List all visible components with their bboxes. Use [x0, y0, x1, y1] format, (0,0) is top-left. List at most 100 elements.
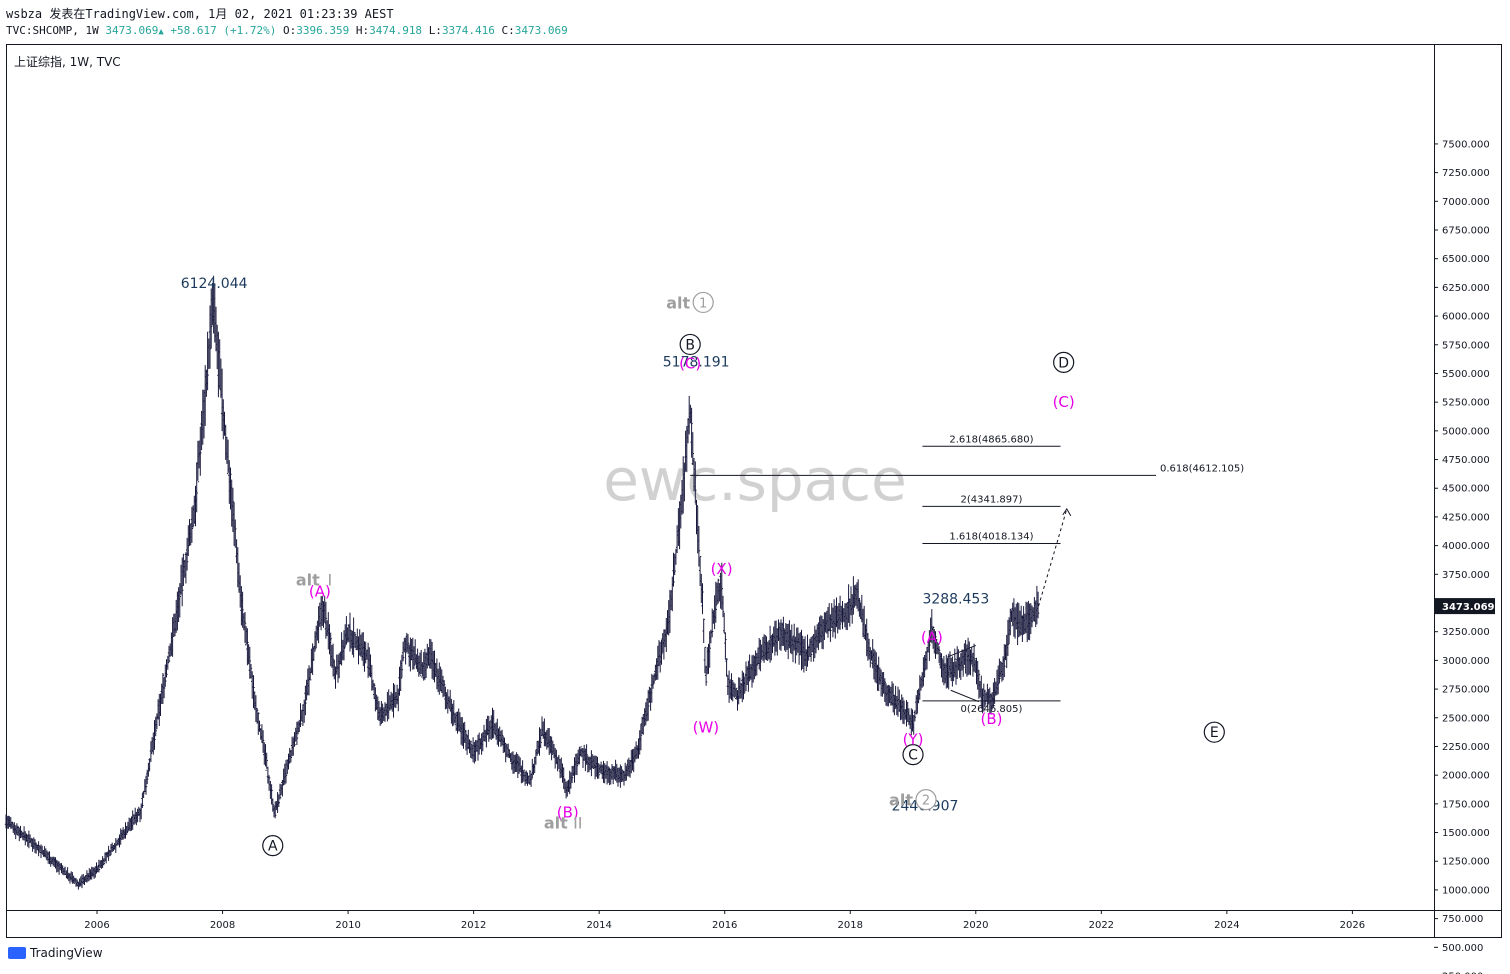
- up-arrow-icon: ▲: [158, 27, 164, 37]
- x-tick-label: 2024: [1214, 920, 1239, 931]
- y-tick-label: 3750.000: [1442, 570, 1490, 581]
- ticker-label: TVC:SHCOMP, 1W: [6, 24, 99, 37]
- low-value: 3374.416: [441, 24, 495, 37]
- wave-label: (Y): [903, 731, 924, 749]
- y-tick-label: 5000.000: [1442, 426, 1490, 437]
- fib-label: 1.618(4018.134): [949, 532, 1033, 543]
- alt-label-suffix: 2: [922, 794, 930, 809]
- y-axis: 7500.000 7250.000 7000.000 6750.000 6500.000…: [1434, 139, 1490, 974]
- y-tick-label: 5750.000: [1442, 340, 1490, 351]
- open-value: 3396.359: [296, 24, 350, 37]
- symbol-label: 上证综指, 1W, TVC: [14, 55, 121, 69]
- close-label: C:: [501, 24, 515, 37]
- wave-circle: [679, 333, 701, 356]
- wave-label: (B): [557, 803, 579, 821]
- y-tick-label: 7250.000: [1442, 168, 1490, 179]
- y-tick-label: 1250.000: [1442, 857, 1490, 868]
- alt-label-suffix: 1: [699, 296, 707, 311]
- price-label: 3288.453: [922, 591, 989, 607]
- open-label: O:: [282, 24, 297, 37]
- y-tick-label: 7500.000: [1442, 139, 1490, 150]
- x-tick-label: 2026: [1340, 920, 1365, 931]
- tradingview-brand: TradingView: [30, 946, 103, 960]
- alt-circle: [692, 291, 714, 314]
- price-label: 5178.191: [663, 354, 730, 370]
- last-price-tag: [1435, 598, 1495, 615]
- x-tick-label: 2012: [461, 920, 486, 931]
- y-tick-label: 7000.000: [1442, 197, 1490, 208]
- y-tick-label: 1000.000: [1442, 885, 1490, 896]
- x-tick-label: 2014: [586, 920, 611, 931]
- wave-label: (W): [693, 719, 720, 737]
- y-tick-label: 5250.000: [1442, 398, 1490, 409]
- projection-line[interactable]: [1038, 508, 1068, 607]
- y-tick-label: 2250.000: [1442, 742, 1490, 753]
- y-tick-label: 6500.000: [1442, 254, 1490, 265]
- x-axis: 2006 2008 2010 2012 2014 2016 2018 2020 2022 2024…: [84, 910, 1365, 931]
- y-tick-label: 2500.000: [1442, 713, 1490, 724]
- wave-circle: [902, 744, 924, 766]
- y-tick-label: 6750.000: [1442, 226, 1490, 237]
- low-label: L:: [428, 24, 442, 37]
- alt-label: alt: [296, 571, 320, 590]
- wave-label: (A): [921, 628, 943, 646]
- y-tick-label: 1500.000: [1442, 828, 1490, 839]
- triangle-line[interactable]: [950, 689, 980, 703]
- x-tick-label: 2018: [838, 920, 863, 931]
- y-tick-label: 6250.000: [1442, 283, 1490, 294]
- x-tick-label: 2010: [335, 920, 360, 931]
- wave-label: (C): [1053, 393, 1075, 411]
- y-tick-label: 6000.000: [1442, 312, 1490, 323]
- y-tick-label: 4750.000: [1442, 455, 1490, 466]
- wave-circle: [262, 835, 284, 857]
- y-tick-label: 1750.000: [1442, 799, 1490, 810]
- wave-label: (C): [679, 354, 701, 372]
- y-tick-label: 500.000: [1442, 943, 1483, 954]
- wave-label: A: [268, 839, 278, 855]
- x-tick-label: 2016: [712, 920, 737, 931]
- y-tick-label: 4250.000: [1442, 512, 1490, 523]
- tradingview-footer[interactable]: TradingView: [8, 946, 103, 960]
- wave-circle: [1203, 721, 1225, 743]
- alt-label: alt: [889, 791, 913, 810]
- y-tick-label: 5500.000: [1442, 369, 1490, 380]
- price-change: +58.617 (+1.72%): [170, 24, 277, 37]
- wave-label: E: [1210, 725, 1219, 741]
- ohlc-bars: [4, 275, 1040, 890]
- candle-series: [4, 275, 1040, 890]
- wave-label: D: [1058, 355, 1069, 371]
- x-tick-label: 2022: [1089, 920, 1114, 931]
- close-value: 3473.069: [514, 24, 568, 37]
- chart-frame: [6, 44, 1502, 938]
- fib-label: 2.618(4865.680): [949, 434, 1033, 445]
- wave-label: (B): [980, 710, 1002, 728]
- alt-label-suffix: II: [573, 813, 582, 832]
- alt-label-suffix: I: [327, 571, 332, 590]
- wave-label: (A): [309, 583, 331, 601]
- wave-label: (X): [711, 560, 733, 578]
- high-value: 3474.918: [369, 24, 423, 37]
- y-tick-label: 4500.000: [1442, 484, 1490, 495]
- price-tag: 3473.069: [1435, 598, 1495, 615]
- y-tick-label: 2750.000: [1442, 685, 1490, 696]
- alt-label: alt: [544, 813, 568, 832]
- y-tick-label: 2000.000: [1442, 771, 1490, 782]
- alt-circle: [915, 789, 937, 811]
- x-tick-label: 2006: [84, 920, 109, 931]
- wave-label: C: [908, 748, 918, 764]
- high-label: H:: [355, 24, 370, 37]
- tradingview-logo-icon: [8, 947, 26, 959]
- fib-levels: 2.618(4865.680) 2(4341.897) 1.618(4018.134…: [690, 434, 1244, 715]
- x-tick-label: 2020: [963, 920, 988, 931]
- last-price-tag-label: 3473.069: [1442, 602, 1495, 613]
- fib-label: 2(4341.897): [961, 494, 1023, 505]
- price-label: 6124.044: [181, 276, 248, 292]
- watermark: ewc.space: [603, 446, 907, 514]
- y-tick-label: 750.000: [1442, 914, 1483, 925]
- wave-circle: [1053, 351, 1075, 373]
- y-tick-label: 3000.000: [1442, 656, 1490, 667]
- retracement-label: 0.618(4612.105): [1160, 463, 1244, 474]
- last-price: 3473.069: [105, 24, 159, 37]
- ohlc-bar: TVC:SHCOMP, 1W 3473.069▲ +58.617 (+1.72%…: [6, 24, 568, 37]
